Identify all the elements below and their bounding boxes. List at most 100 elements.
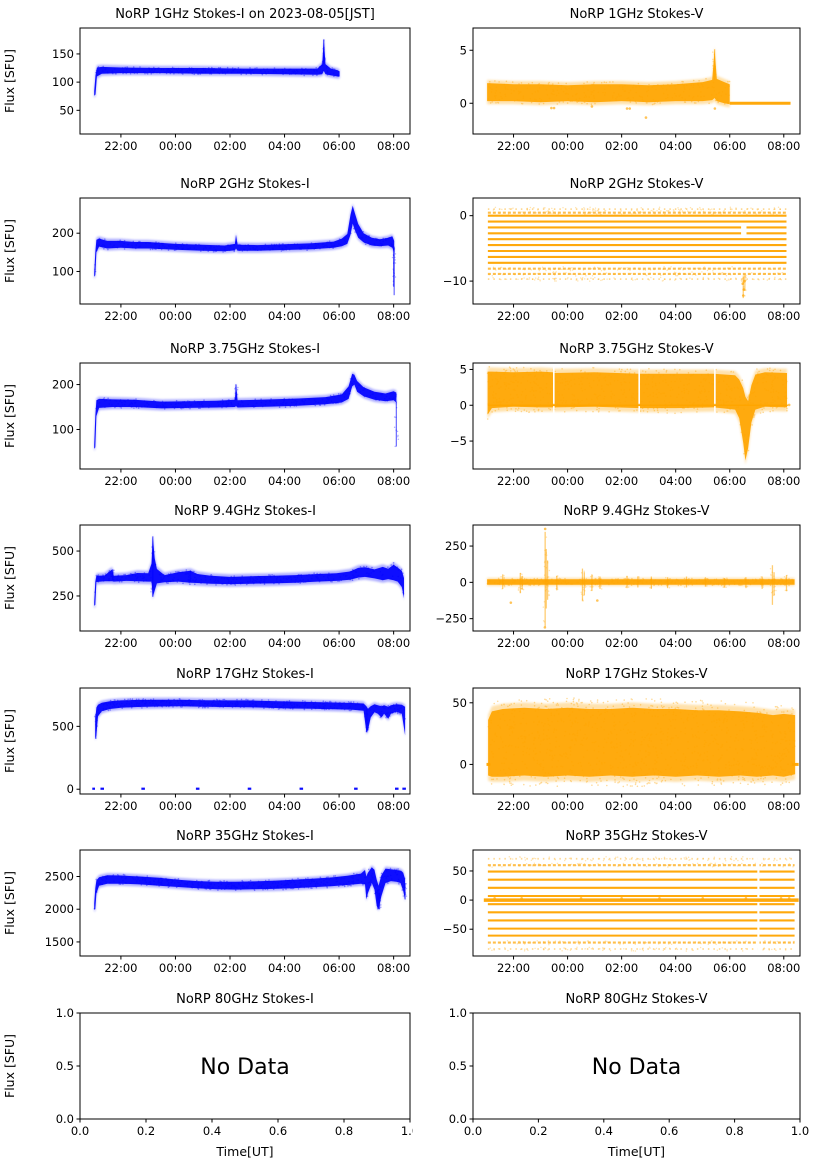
svg-text:50: 50 bbox=[452, 864, 467, 878]
plot-title: NoRP 1GHz Stokes-V bbox=[570, 7, 704, 22]
svg-text:00:00: 00:00 bbox=[551, 636, 584, 650]
y-axis-label: Flux [SFU] bbox=[2, 546, 17, 610]
svg-text:0.0: 0.0 bbox=[56, 1112, 74, 1126]
svg-text:06:00: 06:00 bbox=[713, 474, 746, 488]
svg-text:06:00: 06:00 bbox=[323, 799, 356, 813]
svg-text:04:00: 04:00 bbox=[659, 799, 692, 813]
svg-text:02:00: 02:00 bbox=[605, 636, 638, 650]
svg-text:02:00: 02:00 bbox=[605, 139, 638, 153]
svg-text:00:00: 00:00 bbox=[159, 961, 192, 975]
svg-text:04:00: 04:00 bbox=[268, 474, 301, 488]
svg-text:22:00: 22:00 bbox=[104, 636, 137, 650]
y-axis-label: Flux [SFU] bbox=[2, 1034, 17, 1098]
svg-text:06:00: 06:00 bbox=[713, 636, 746, 650]
subplot-norp-2ghz-stokes-v: 22:00 00:00 02:00 04:00 06:00 08:00 −10 0 NoRP … bbox=[413, 170, 827, 335]
svg-text:22:00: 22:00 bbox=[104, 961, 137, 975]
svg-text:08:00: 08:00 bbox=[377, 799, 410, 813]
y-axis-label: Flux [SFU] bbox=[2, 49, 17, 113]
x-axis-label: Time[UT] bbox=[215, 1144, 273, 1159]
svg-text:06:00: 06:00 bbox=[323, 961, 356, 975]
svg-text:08:00: 08:00 bbox=[767, 636, 800, 650]
svg-text:00:00: 00:00 bbox=[551, 474, 584, 488]
plot-title: NoRP 2GHz Stokes-I bbox=[180, 177, 309, 192]
plot-canvas-17ghz-stokes-i: 22:00 00:00 02:00 04:00 06:00 08:00 0 500 NoRP … bbox=[2, 667, 411, 813]
svg-text:02:00: 02:00 bbox=[213, 139, 246, 153]
svg-text:22:00: 22:00 bbox=[104, 139, 137, 153]
svg-text:22:00: 22:00 bbox=[104, 799, 137, 813]
subplot-norp-1ghz-stokes-i: 22:00 00:00 02:00 04:00 06:00 08:00 50 100 150 N… bbox=[0, 0, 413, 170]
plot-title: NoRP 3.75GHz Stokes-V bbox=[559, 342, 714, 357]
svg-text:04:00: 04:00 bbox=[268, 309, 301, 323]
svg-text:0: 0 bbox=[460, 209, 467, 223]
svg-text:02:00: 02:00 bbox=[213, 636, 246, 650]
svg-text:00:00: 00:00 bbox=[159, 799, 192, 813]
plot-title: NoRP 9.4GHz Stokes-V bbox=[563, 504, 709, 519]
svg-text:04:00: 04:00 bbox=[268, 961, 301, 975]
y-axis-label: Flux [SFU] bbox=[2, 384, 17, 448]
svg-text:08:00: 08:00 bbox=[377, 961, 410, 975]
svg-text:04:00: 04:00 bbox=[659, 139, 692, 153]
svg-text:1.0: 1.0 bbox=[449, 1006, 467, 1020]
svg-text:00:00: 00:00 bbox=[551, 309, 584, 323]
no-data-text: No Data bbox=[200, 1055, 289, 1080]
subplot-norp-35ghz-stokes-i: 22:00 00:00 02:00 04:00 06:00 08:00 1500 2000 25… bbox=[0, 822, 413, 985]
plot-title: NoRP 80GHz Stokes-I bbox=[176, 992, 314, 1007]
plot-canvas-2ghz-stokes-v: 22:00 00:00 02:00 04:00 06:00 08:00 −10 0 NoRP … bbox=[443, 177, 801, 323]
svg-text:200: 200 bbox=[52, 226, 74, 240]
svg-text:08:00: 08:00 bbox=[377, 636, 410, 650]
y-axis-label: Flux [SFU] bbox=[2, 219, 17, 283]
svg-text:22:00: 22:00 bbox=[104, 474, 137, 488]
svg-text:1.0: 1.0 bbox=[791, 1124, 809, 1138]
svg-text:04:00: 04:00 bbox=[268, 799, 301, 813]
svg-text:08:00: 08:00 bbox=[767, 139, 800, 153]
plot-canvas-3p75ghz-stokes-v: 22:00 00:00 02:00 04:00 06:00 08:00 −5 0 5 NoRP … bbox=[450, 342, 801, 488]
plot-canvas-2ghz-stokes-i: 22:00 00:00 02:00 04:00 06:00 08:00 100 200 NoR… bbox=[2, 177, 411, 323]
plot-canvas-9p4ghz-stokes-v: 22:00 00:00 02:00 04:00 06:00 08:00 −250 0 250 N… bbox=[435, 504, 801, 650]
svg-text:0.2: 0.2 bbox=[137, 1124, 155, 1138]
plot-title: NoRP 3.75GHz Stokes-I bbox=[170, 342, 320, 357]
svg-text:06:00: 06:00 bbox=[713, 139, 746, 153]
svg-text:00:00: 00:00 bbox=[551, 961, 584, 975]
svg-text:0: 0 bbox=[460, 893, 467, 907]
plot-title: NoRP 80GHz Stokes-V bbox=[566, 992, 708, 1007]
svg-text:22:00: 22:00 bbox=[104, 309, 137, 323]
svg-text:00:00: 00:00 bbox=[159, 139, 192, 153]
svg-text:5: 5 bbox=[460, 43, 467, 57]
svg-text:08:00: 08:00 bbox=[767, 309, 800, 323]
plot-title: NoRP 1GHz Stokes-I on 2023-08-05[JST] bbox=[115, 7, 375, 22]
plot-canvas-1ghz-stokes-v: 22:00 00:00 02:00 04:00 06:00 08:00 0 5 NoRP 1G… bbox=[460, 7, 801, 153]
svg-text:06:00: 06:00 bbox=[713, 961, 746, 975]
svg-text:06:00: 06:00 bbox=[323, 636, 356, 650]
svg-text:04:00: 04:00 bbox=[268, 139, 301, 153]
plot-title: NoRP 17GHz Stokes-I bbox=[176, 667, 314, 682]
svg-text:200: 200 bbox=[52, 378, 74, 392]
svg-text:250: 250 bbox=[52, 589, 74, 603]
svg-text:−10: −10 bbox=[443, 274, 467, 288]
plot-canvas-1ghz-stokes-i: 22:00 00:00 02:00 04:00 06:00 08:00 50 100 150 N… bbox=[2, 7, 411, 153]
svg-text:0.4: 0.4 bbox=[203, 1124, 221, 1138]
svg-text:22:00: 22:00 bbox=[497, 636, 530, 650]
svg-text:500: 500 bbox=[52, 544, 74, 558]
svg-text:02:00: 02:00 bbox=[605, 961, 638, 975]
svg-text:06:00: 06:00 bbox=[323, 309, 356, 323]
svg-text:0: 0 bbox=[460, 398, 467, 412]
svg-text:06:00: 06:00 bbox=[713, 799, 746, 813]
plot-title: NoRP 17GHz Stokes-V bbox=[566, 667, 708, 682]
subplot-norp-17ghz-stokes-i: 22:00 00:00 02:00 04:00 06:00 08:00 0 500 NoRP … bbox=[0, 660, 413, 822]
svg-text:1.0: 1.0 bbox=[401, 1124, 413, 1138]
svg-text:0.8: 0.8 bbox=[725, 1124, 743, 1138]
svg-text:0.0: 0.0 bbox=[449, 1112, 467, 1126]
svg-text:08:00: 08:00 bbox=[377, 139, 410, 153]
svg-text:−5: −5 bbox=[450, 434, 467, 448]
svg-text:0: 0 bbox=[67, 782, 74, 796]
svg-text:02:00: 02:00 bbox=[213, 799, 246, 813]
svg-text:08:00: 08:00 bbox=[767, 474, 800, 488]
svg-text:00:00: 00:00 bbox=[159, 309, 192, 323]
plot-title: NoRP 9.4GHz Stokes-I bbox=[174, 504, 316, 519]
svg-text:22:00: 22:00 bbox=[497, 799, 530, 813]
plot-canvas-9p4ghz-stokes-i: 22:00 00:00 02:00 04:00 06:00 08:00 250 500 NoR… bbox=[2, 504, 411, 650]
subplot-norp-3p75ghz-stokes-v: 22:00 00:00 02:00 04:00 06:00 08:00 −5 0 5 NoRP … bbox=[413, 335, 827, 497]
svg-text:0.2: 0.2 bbox=[529, 1124, 547, 1138]
svg-text:100: 100 bbox=[52, 264, 74, 278]
